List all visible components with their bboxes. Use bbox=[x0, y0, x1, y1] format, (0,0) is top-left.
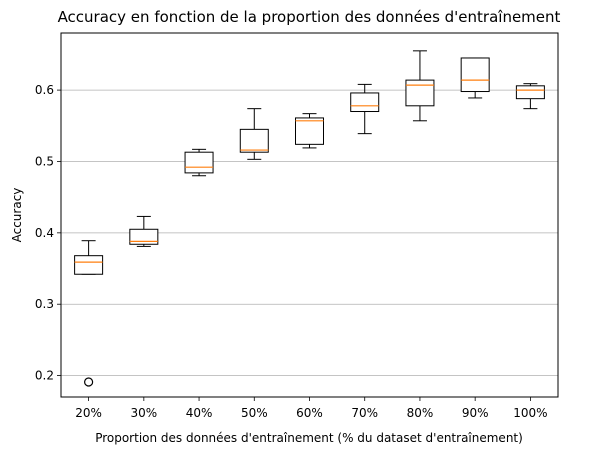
y-tick-label: 0.3 bbox=[35, 297, 54, 311]
x-tick-label: 20% bbox=[75, 406, 102, 420]
x-axis-label: Proportion des données d'entraînement (%… bbox=[95, 431, 523, 445]
box-90% bbox=[460, 57, 490, 99]
x-tick-label: 70% bbox=[351, 406, 378, 420]
box-body bbox=[129, 228, 159, 245]
box-70% bbox=[350, 83, 380, 135]
x-tick-label: 80% bbox=[407, 406, 434, 420]
box-100% bbox=[515, 83, 545, 110]
x-tick-label: 90% bbox=[462, 406, 489, 420]
x-tick-label: 50% bbox=[241, 406, 268, 420]
y-axis-ticks: 0.2 0.3 0.4 0.5 0.6 bbox=[35, 83, 61, 383]
box-series bbox=[74, 50, 545, 387]
x-tick-label: 100% bbox=[513, 406, 547, 420]
box-body bbox=[515, 85, 545, 100]
y-tick-label: 0.5 bbox=[35, 154, 54, 168]
x-axis-ticks: 20% 30% 40% 50% 60% 70% 80% 90% 100% bbox=[75, 397, 548, 420]
box-body bbox=[405, 79, 435, 107]
x-tick-label: 30% bbox=[130, 406, 157, 420]
box-body bbox=[460, 57, 490, 93]
y-tick-label: 0.2 bbox=[35, 369, 54, 383]
y-tick-label: 0.6 bbox=[35, 83, 54, 97]
chart-title: Accuracy en fonction de la proportion de… bbox=[58, 8, 561, 26]
y-axis-label: Accuracy bbox=[10, 188, 24, 243]
box-body bbox=[295, 117, 324, 145]
box-20% bbox=[74, 240, 104, 387]
box-body bbox=[239, 128, 269, 153]
box-80% bbox=[405, 50, 435, 122]
box-60% bbox=[295, 113, 324, 149]
outlier-point bbox=[84, 377, 94, 387]
y-tick-label: 0.4 bbox=[35, 226, 54, 240]
box-40% bbox=[184, 148, 214, 177]
box-body bbox=[184, 151, 214, 174]
x-tick-label: 60% bbox=[296, 406, 323, 420]
box-50% bbox=[239, 108, 269, 160]
box-body bbox=[350, 92, 380, 113]
x-tick-label: 40% bbox=[186, 406, 213, 420]
box-30% bbox=[129, 215, 159, 247]
box-body bbox=[74, 255, 104, 275]
